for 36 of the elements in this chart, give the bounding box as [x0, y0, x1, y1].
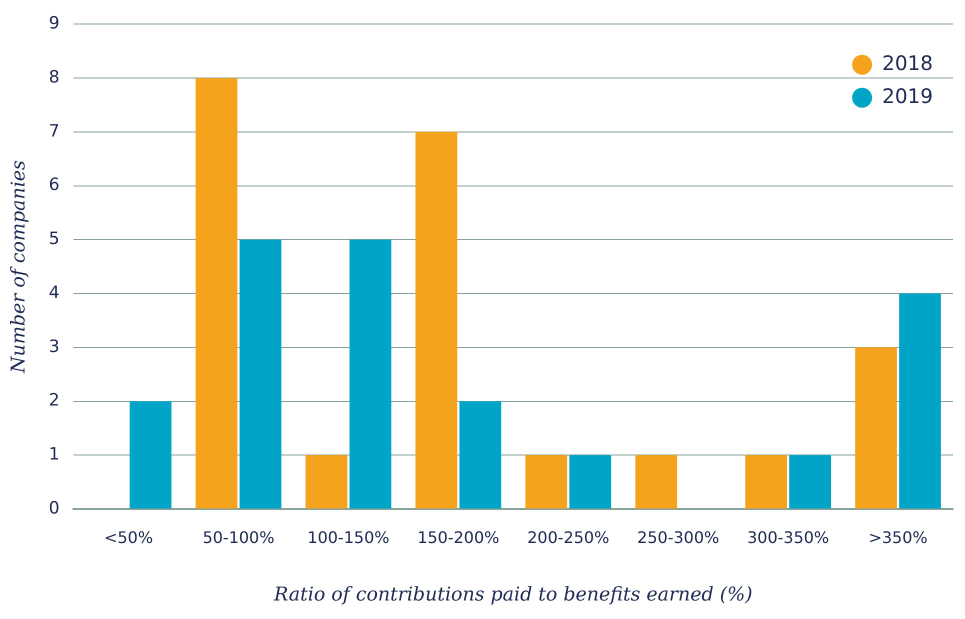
y-tick-label: 5 [48, 229, 60, 250]
y-tick-label: 4 [48, 282, 60, 303]
x-tick-label: 150-200% [417, 528, 500, 547]
y-tick-label: 9 [48, 14, 60, 34]
bar [415, 132, 458, 508]
y-axis-title: Number of companies [7, 160, 30, 374]
bar [855, 347, 897, 508]
bar [569, 455, 612, 508]
y-tick-label: 1 [48, 444, 60, 465]
x-axis-title: Ratio of contributions paid to benefits earned (%) [273, 584, 753, 606]
x-tick-label: >350% [868, 528, 928, 547]
bar [745, 455, 788, 508]
x-tick-label: 300-350% [747, 528, 830, 547]
bar [350, 240, 392, 508]
bar [240, 240, 282, 508]
y-tick-label: 8 [48, 67, 60, 88]
bar [459, 401, 502, 508]
bar [635, 455, 678, 508]
legend-label: 2019 [882, 84, 934, 108]
bar [525, 455, 568, 508]
bar [899, 294, 941, 508]
bar [306, 455, 348, 508]
y-tick-label: 2 [48, 390, 60, 411]
bar [196, 78, 238, 508]
x-tick-label: 100-150% [307, 528, 390, 547]
x-tick-label: 50-100% [202, 528, 274, 547]
x-tick-label: 200-250% [527, 528, 610, 547]
legend-label: 2018 [882, 50, 934, 75]
y-tick-label: 7 [48, 121, 60, 142]
x-tick-label: <50% [104, 528, 154, 547]
x-tick-label: 250-300% [637, 528, 720, 547]
bar [130, 401, 172, 508]
bar [789, 455, 831, 508]
y-tick-label: 3 [48, 336, 60, 357]
y-tick-label: 0 [48, 498, 60, 518]
y-tick-label: 6 [48, 175, 60, 196]
